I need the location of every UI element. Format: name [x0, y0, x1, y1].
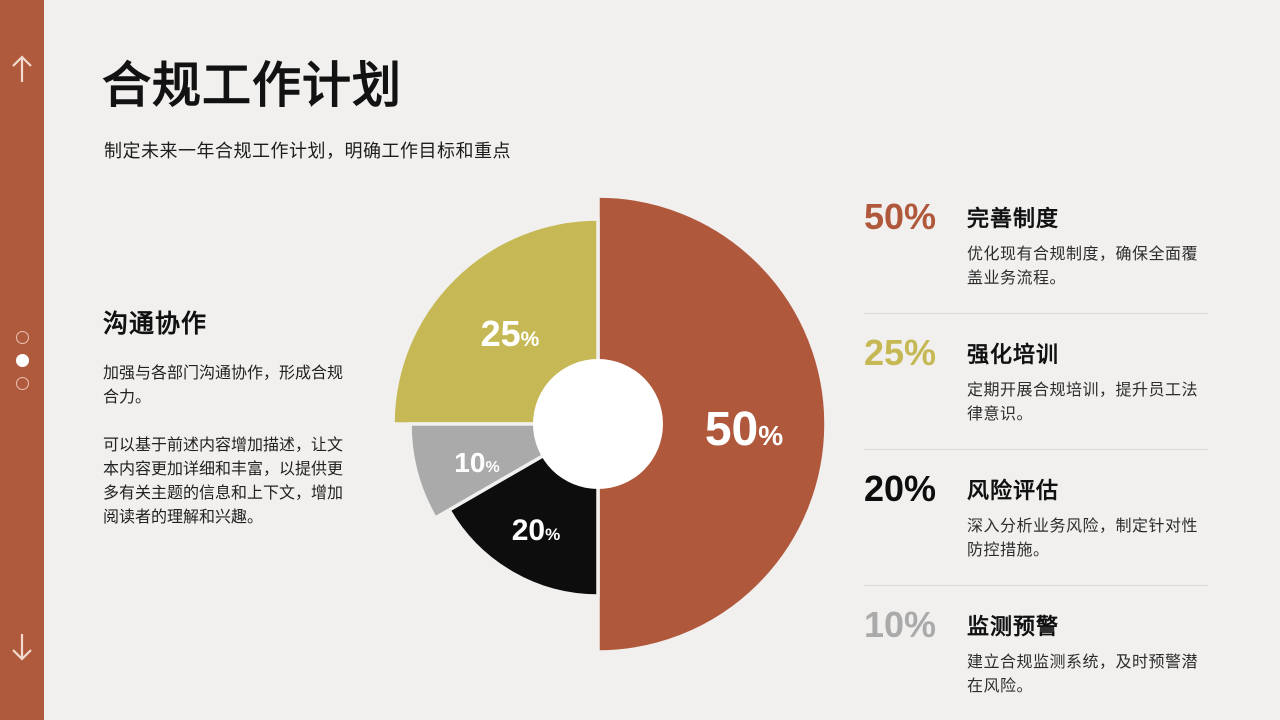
legend-item: 50% 完善制度 优化现有合规制度，确保全面覆盖业务流程。 — [864, 197, 1208, 314]
slide-pagination — [0, 331, 44, 390]
legend-body: 监测预警 建立合规监测系统，及时预警潜在风险。 — [967, 605, 1208, 699]
legend-title: 风险评估 — [967, 478, 1060, 503]
legend-title: 完善制度 — [967, 206, 1060, 231]
scroll-down-button[interactable] — [0, 630, 44, 664]
left-panel-heading: 沟通协作 — [103, 310, 208, 338]
legend-desc: 深入分析业务风险，制定针对性防控措施。 — [967, 518, 1199, 559]
legend-percent: 20% — [864, 468, 937, 509]
left-text-panel: 沟通协作 加强与各部门沟通协作，形成合规合力。 可以基于前述内容增加描述，让文本… — [103, 304, 343, 554]
left-panel-paragraph-2: 可以基于前述内容增加描述，让文本内容更加详细和丰富，以提供更多有关主题的信息和上… — [103, 437, 344, 526]
legend-item: 20% 风险评估 深入分析业务风险，制定针对性防控措施。 — [864, 450, 1208, 586]
legend-list: 50% 完善制度 优化现有合规制度，确保全面覆盖业务流程。 25% 强化培训 定… — [864, 197, 1208, 720]
legend-body: 风险评估 深入分析业务风险，制定针对性防控措施。 — [967, 469, 1208, 563]
pagination-dot[interactable] — [15, 331, 29, 344]
legend-percent: 50% — [864, 196, 937, 237]
legend-desc: 优化现有合规制度，确保全面覆盖业务流程。 — [967, 246, 1199, 287]
pagination-dot[interactable] — [15, 377, 29, 390]
left-panel-paragraph-1: 加强与各部门沟通协作，形成合规合力。 — [103, 365, 344, 406]
legend-body: 完善制度 优化现有合规制度，确保全面覆盖业务流程。 — [967, 197, 1208, 291]
pie-label-强化培训: 25% — [481, 313, 540, 354]
legend-percent: 10% — [864, 604, 937, 645]
page-title: 合规工作计划 — [102, 59, 403, 113]
up-arrow-icon — [12, 55, 32, 82]
pie-label-监测预警: 10% — [454, 447, 499, 478]
legend-body: 强化培训 定期开展合规培训，提升员工法律意识。 — [967, 333, 1208, 427]
pagination-dot-active[interactable] — [15, 354, 29, 367]
legend-title: 监测预警 — [967, 614, 1060, 639]
scroll-up-button[interactable] — [0, 52, 44, 86]
slide-nav-sidebar — [0, 0, 44, 720]
legend-desc: 定期开展合规培训，提升员工法律意识。 — [967, 382, 1199, 423]
legend-item: 25% 强化培训 定期开展合规培训，提升员工法律意识。 — [864, 314, 1208, 450]
page-subtitle: 制定未来一年合规工作计划，明确工作目标和重点 — [104, 141, 511, 161]
pie-label-风险评估: 20% — [512, 514, 561, 547]
legend-percent: 25% — [864, 332, 937, 373]
legend-item: 10% 监测预警 建立合规监测系统，及时预警潜在风险。 — [864, 586, 1208, 720]
donut-chart: 50% 25% 20% 10% — [391, 194, 828, 654]
legend-title: 强化培训 — [967, 342, 1060, 367]
pie-segment-强化培训 — [391, 217, 600, 426]
pie-segment-完善制度 — [596, 194, 828, 654]
legend-desc: 建立合规监测系统，及时预警潜在风险。 — [967, 654, 1199, 695]
down-arrow-icon — [12, 634, 32, 661]
donut-hole — [533, 359, 663, 489]
pie-label-完善制度: 50% — [705, 403, 783, 456]
